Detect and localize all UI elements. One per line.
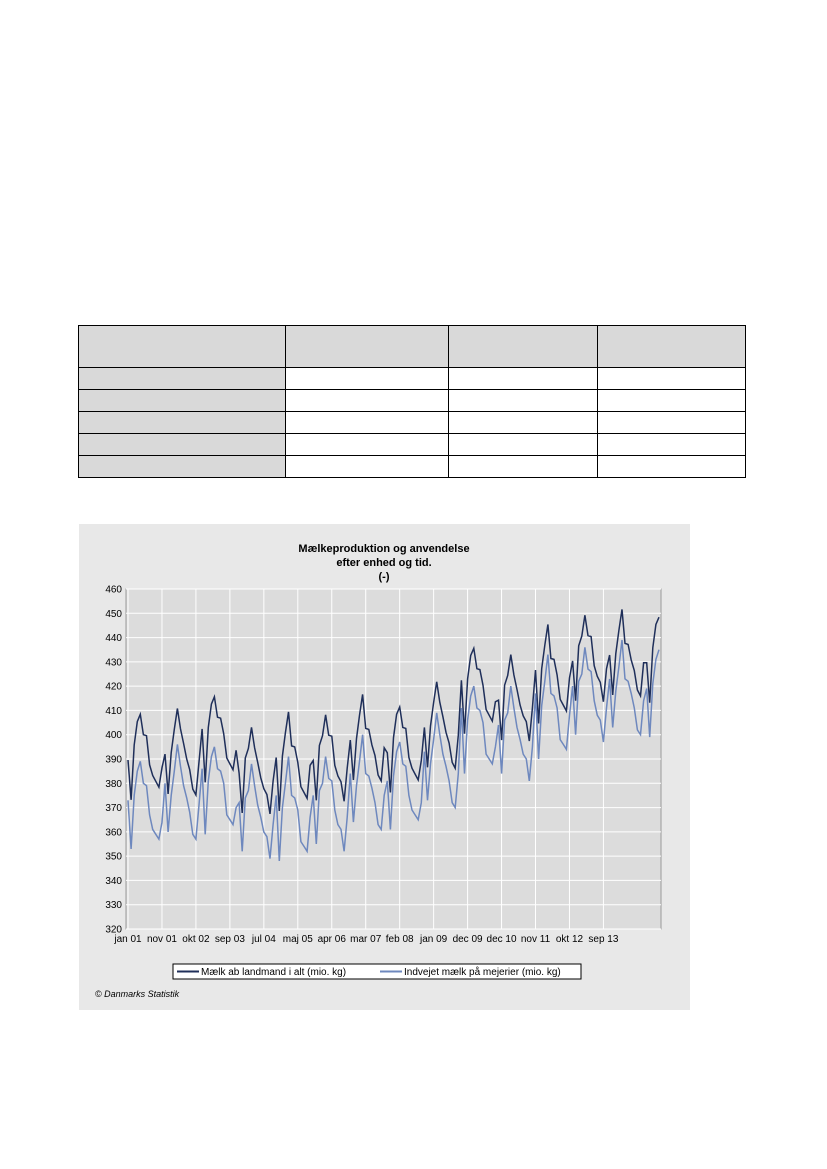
chart-title-line-2: efter enhed og tid. — [336, 557, 431, 569]
y-tick-label: 410 — [105, 706, 122, 717]
y-tick-label: 340 — [105, 876, 122, 887]
y-tick-label: 370 — [105, 803, 122, 814]
y-tick-label: 360 — [105, 827, 122, 838]
series-lines — [127, 609, 660, 862]
copyright-text: © Danmarks Statistik — [95, 989, 180, 999]
x-tick-label: nov 01 — [147, 934, 177, 945]
table-cell — [597, 411, 746, 434]
x-tick-label: mar 07 — [350, 934, 382, 945]
y-tick-label: 460 — [105, 585, 122, 596]
x-tick-label: okt 02 — [182, 934, 210, 945]
table-cell — [285, 455, 449, 478]
table-cell — [448, 367, 598, 390]
table-cell — [448, 389, 598, 412]
x-tick-label: sep 03 — [215, 934, 245, 945]
table-row — [78, 411, 746, 434]
data-table — [78, 325, 746, 478]
y-tick-label: 440 — [105, 633, 122, 644]
x-tick-label: sep 13 — [588, 934, 618, 945]
chart-title-line-3: (-) — [379, 571, 390, 583]
line-chart: Mælkeproduktion og anvendelse efter enhe… — [95, 543, 662, 999]
x-tick-label: nov 11 — [521, 934, 551, 945]
table-cell — [597, 389, 746, 412]
x-tick-label: jan 09 — [419, 934, 448, 945]
table-cell — [285, 389, 449, 412]
y-tick-label: 380 — [105, 779, 122, 790]
table-cell — [285, 433, 449, 456]
table-header-cell — [285, 325, 449, 368]
table-header-cell — [448, 325, 598, 368]
y-tick-label: 430 — [105, 657, 122, 668]
x-axis-ticks: jan 01 nov 01 okt 02 sep 03 jul 04 maj 05 apr … — [113, 934, 619, 945]
x-tick-label: maj 05 — [283, 934, 313, 945]
table-header-row — [78, 325, 746, 368]
table-row — [78, 455, 746, 478]
chart-title-line-1: Mælkeproduktion og anvendelse — [298, 543, 469, 555]
y-tick-label: 450 — [105, 609, 122, 620]
table-row — [78, 389, 746, 412]
legend: Mælk ab landmand i alt (mio. kg) Indveje… — [172, 963, 582, 980]
x-tick-label: apr 06 — [318, 934, 347, 945]
y-tick-label: 390 — [105, 755, 122, 766]
table-row-label — [78, 433, 286, 456]
y-tick-label: 330 — [105, 900, 122, 911]
table-cell — [597, 433, 746, 456]
x-tick-label: jul 04 — [251, 934, 276, 945]
grid-lines — [126, 588, 661, 930]
series-line-2 — [127, 639, 660, 862]
table-row — [78, 367, 746, 390]
table-cell — [448, 455, 598, 478]
table-row — [78, 433, 746, 456]
table-row-label — [78, 455, 286, 478]
table-row-label — [78, 389, 286, 412]
y-tick-label: 320 — [105, 925, 122, 936]
x-tick-label: dec 10 — [487, 934, 517, 945]
series-line-1 — [127, 609, 660, 815]
x-tick-label: okt 12 — [556, 934, 584, 945]
x-tick-label: feb 08 — [386, 934, 414, 945]
legend-label-series-1: Mælk ab landmand i alt (mio. kg) — [201, 967, 346, 978]
chart-panel: Mælkeproduktion og anvendelse efter enhe… — [79, 524, 690, 1010]
table-cell — [285, 367, 449, 390]
table-cell — [448, 433, 598, 456]
table-cell — [597, 455, 746, 478]
x-tick-label: dec 09 — [453, 934, 483, 945]
y-tick-label: 400 — [105, 730, 122, 741]
y-tick-label: 350 — [105, 852, 122, 863]
table-cell — [448, 411, 598, 434]
table-row-label — [78, 411, 286, 434]
table-cell — [597, 367, 746, 390]
legend-label-series-2: Indvejet mælk på mejerier (mio. kg) — [404, 966, 561, 978]
legend-box — [172, 963, 582, 980]
y-tick-label: 420 — [105, 682, 122, 693]
table-header-cell — [78, 325, 286, 368]
x-tick-label: jan 01 — [113, 934, 142, 945]
table-row-label — [78, 367, 286, 390]
table-cell — [285, 411, 449, 434]
table-header-cell — [597, 325, 746, 368]
y-axis-ticks: 320 330 340 350 360 370 380 390 400 410 420 430 440 4… — [105, 585, 122, 936]
